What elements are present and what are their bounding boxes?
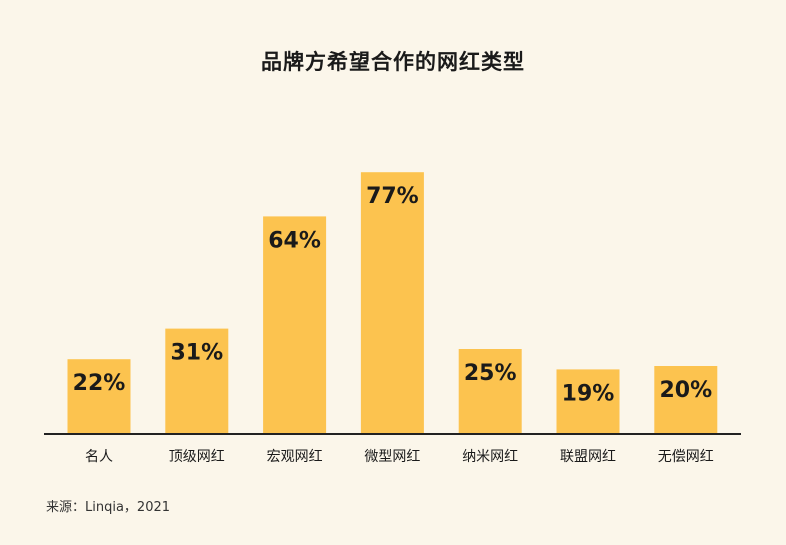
x-tick-label-3: 微型网红	[364, 449, 420, 465]
bar-1	[165, 328, 229, 434]
bar-value-label-4: 25%	[464, 361, 517, 386]
x-tick-label-6: 无偿网红	[658, 449, 714, 465]
x-tick-label-4: 纳米网红	[462, 449, 518, 465]
bar-3	[360, 172, 424, 434]
bar-value-label-1: 31%	[170, 341, 223, 366]
x-tick-label-2: 宏观网红	[267, 449, 323, 465]
x-tick-label-1: 顶级网红	[169, 449, 225, 465]
bar-4	[458, 349, 522, 434]
bar-value-label-6: 20%	[659, 378, 712, 403]
bar-value-label-2: 64%	[268, 228, 321, 253]
source-note: 来源：Linqia，2021	[46, 500, 171, 515]
bar-value-label-0: 22%	[73, 371, 126, 396]
x-tick-label-0: 名人	[85, 449, 113, 465]
bar-6	[654, 366, 718, 434]
bar-value-label-3: 77%	[366, 184, 419, 209]
bar-5	[556, 369, 620, 434]
bar-0	[67, 359, 131, 434]
bar-2	[263, 216, 327, 434]
bar-value-label-5: 19%	[562, 381, 615, 406]
x-tick-label-5: 联盟网红	[560, 449, 616, 465]
chart-title: 品牌方希望合作的网红类型	[261, 50, 525, 74]
